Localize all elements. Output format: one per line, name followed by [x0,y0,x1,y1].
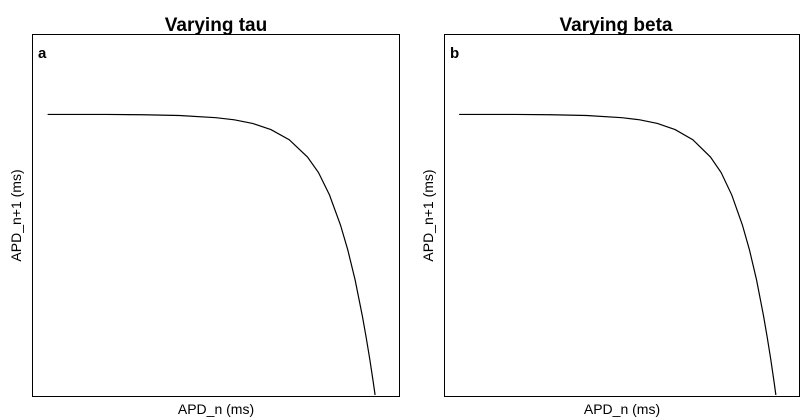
panel-title: Varying beta [560,15,673,36]
y-axis-label: APD_n+1 (ms) [420,169,436,261]
panel-b: Varying beta b APD_n (ms) APD_n+1 (ms) [420,15,800,417]
plot-frame [32,34,400,397]
x-axis-label: APD_n (ms) [178,401,254,417]
x-axis-label: APD_n (ms) [584,401,660,417]
plot-frame [444,34,800,397]
restitution-curve [47,113,376,396]
panel-a: Varying tau a APD_n (ms) APD_n+1 (ms) [8,15,400,417]
restitution-curve [459,113,777,396]
panel-letter: b [450,45,459,62]
panel-letter: a [38,45,47,62]
panel-title: Varying tau [165,15,267,36]
y-axis-label: APD_n+1 (ms) [8,169,24,261]
